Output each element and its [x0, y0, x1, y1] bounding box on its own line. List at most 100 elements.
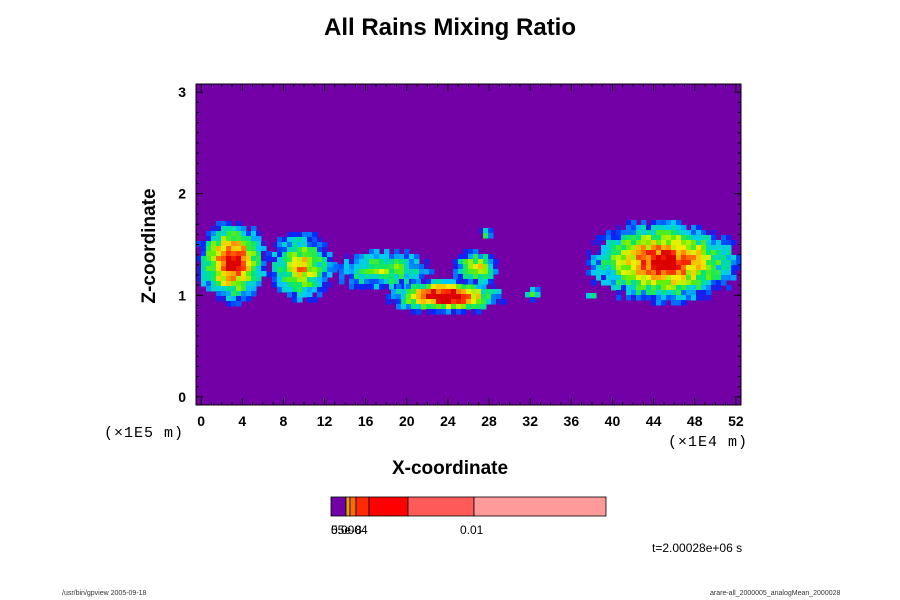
heatmap-cell: [736, 260, 741, 266]
heatmap-cell: [681, 230, 687, 236]
heatmap-cell: [246, 241, 252, 247]
heatmap-cell: [681, 300, 687, 306]
heatmap-cell: [431, 304, 437, 310]
heatmap-cell: [691, 225, 697, 231]
heatmap-cell: [666, 275, 672, 281]
heatmap-cell: [277, 282, 283, 288]
heatmap-cell: [421, 279, 427, 285]
heatmap-cell: [666, 250, 672, 256]
heatmap-cell: [671, 265, 677, 271]
heatmap-cell: [302, 257, 308, 263]
heatmap-cell: [651, 220, 657, 226]
heatmap-cell: [611, 270, 617, 276]
heatmap-cell: [716, 255, 722, 261]
heatmap-cell: [389, 279, 395, 285]
heatmap-cell: [453, 259, 459, 265]
heatmap-cell: [287, 282, 293, 288]
heatmap-cell: [686, 270, 692, 276]
heatmap-cell: [236, 226, 242, 232]
heatmap-cell: [221, 261, 227, 267]
heatmap-cell: [681, 250, 687, 256]
heatmap-cell: [307, 252, 313, 258]
heatmap-cell: [591, 240, 597, 246]
heatmap-cell: [409, 274, 415, 280]
heatmap-cell: [611, 245, 617, 251]
heatmap-cell: [626, 295, 632, 301]
heatmap-cell: [431, 279, 437, 285]
heatmap-cell: [686, 260, 692, 266]
heatmap-cell: [686, 285, 692, 291]
heatmap-cell: [651, 295, 657, 301]
heatmap-cell: [666, 235, 672, 241]
heatmap-cell: [241, 281, 247, 287]
x-tick-label: 40: [605, 413, 621, 429]
heatmap-cell: [221, 281, 227, 287]
heatmap-cell: [646, 250, 652, 256]
heatmap-cell: [241, 296, 247, 302]
heatmap-cell: [236, 266, 242, 272]
heatmap-cell: [226, 286, 232, 292]
heatmap-cell: [626, 280, 632, 286]
heatmap-cell: [246, 231, 252, 237]
heatmap-cell: [701, 280, 707, 286]
heatmap-cell: [246, 291, 252, 297]
heatmap-cell: [241, 256, 247, 262]
heatmap-cell: [399, 264, 405, 270]
heatmap-cell: [716, 285, 722, 291]
heatmap-cell: [483, 269, 489, 275]
x-tick-label: 4: [238, 413, 246, 429]
heatmap-cell: [471, 299, 477, 305]
heatmap-cell: [374, 274, 380, 280]
heatmap-cell: [471, 289, 477, 295]
colorbar-swatch: [407, 496, 475, 517]
heatmap-cell: [525, 292, 531, 298]
heatmap-cell: [246, 271, 252, 277]
heatmap-cell: [396, 289, 402, 295]
heatmap-cell: [611, 280, 617, 286]
heatmap-cell: [651, 245, 657, 251]
heatmap-cell: [631, 275, 637, 281]
heatmap-cell: [501, 299, 507, 305]
heatmap-cell: [461, 294, 467, 300]
heatmap-cell: [256, 256, 262, 262]
heatmap-cell: [458, 264, 464, 270]
heatmap-cell: [384, 249, 390, 255]
heatmap-cell: [458, 269, 464, 275]
heatmap-cell: [641, 220, 647, 226]
heatmap-cell: [266, 251, 272, 257]
heatmap-cell: [451, 294, 457, 300]
heatmap-cell: [666, 260, 672, 266]
heatmap-cell: [661, 235, 667, 241]
heatmap-cell: [641, 245, 647, 251]
heatmap-cell: [216, 226, 222, 232]
heatmap-cell: [646, 240, 652, 246]
heatmap-cell: [236, 276, 242, 282]
heatmap-cell: [701, 290, 707, 296]
heatmap-cell: [681, 225, 687, 231]
heatmap-cell: [646, 235, 652, 241]
heatmap-cell: [676, 230, 682, 236]
heatmap-cell: [396, 294, 402, 300]
heatmap-cell: [596, 260, 602, 266]
heatmap-cell: [344, 259, 350, 265]
heatmap-cell: [246, 246, 252, 252]
heatmap-cell: [399, 269, 405, 275]
heatmap-cell: [606, 235, 612, 241]
heatmap-cell: [716, 265, 722, 271]
heatmap-cell: [307, 242, 313, 248]
heatmap-cell: [426, 289, 432, 295]
heatmap-cell: [379, 269, 385, 275]
heatmap-cell: [364, 284, 370, 290]
heatmap-cell: [386, 294, 392, 300]
heatmap-cell: [701, 245, 707, 251]
heatmap-cell: [401, 294, 407, 300]
heatmap-cell: [676, 295, 682, 301]
heatmap-cell: [277, 257, 283, 263]
heatmap-cell: [636, 295, 642, 301]
heatmap-cell: [716, 245, 722, 251]
heatmap-cell: [317, 277, 323, 283]
heatmap-cell: [302, 277, 308, 283]
heatmap-cell: [322, 262, 328, 268]
heatmap-cell: [676, 220, 682, 226]
heatmap-cell: [636, 275, 642, 281]
